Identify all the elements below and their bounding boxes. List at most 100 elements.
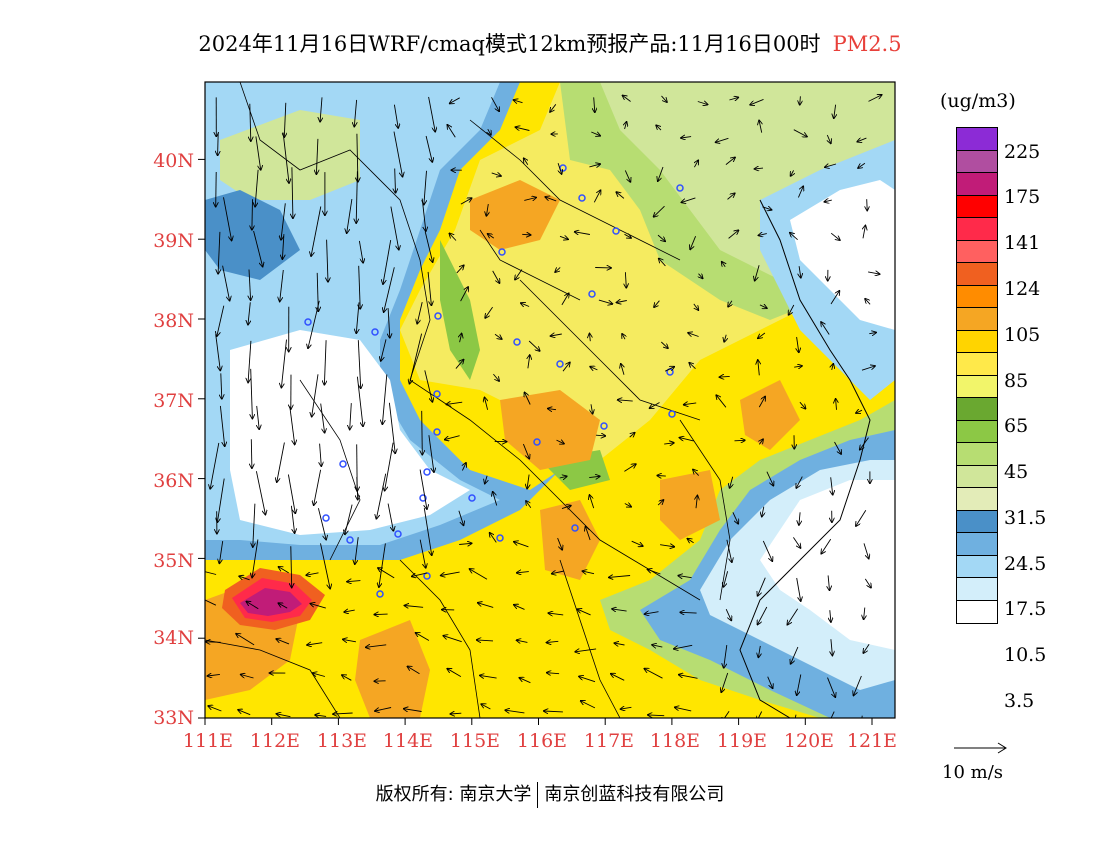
wind-arrow — [356, 302, 360, 333]
wind-arrow — [522, 234, 530, 235]
legend-swatch — [957, 420, 997, 443]
wind-arrow — [315, 715, 327, 717]
wind-arrow — [485, 398, 488, 410]
wind-arrow — [657, 500, 663, 506]
wind-arrow — [791, 646, 799, 664]
wind-arrow — [490, 533, 497, 543]
wind-arrow — [526, 501, 532, 508]
wind-arrow — [548, 409, 557, 410]
wind-arrow — [688, 539, 694, 543]
wind-arrow — [799, 266, 801, 278]
divider — [537, 782, 539, 808]
wind-arrow — [257, 405, 260, 429]
wind-arrow — [834, 441, 842, 454]
wind-arrow — [249, 269, 251, 301]
lon-label-120e: 120E — [783, 730, 835, 752]
legend-swatch — [957, 533, 997, 556]
legend-label: 17.5 — [1004, 598, 1047, 620]
wind-arrow — [758, 360, 760, 376]
wind-arrow — [441, 571, 460, 575]
wind-arrow — [316, 138, 318, 174]
wind-arrow — [417, 301, 423, 324]
wind-arrow — [416, 633, 430, 641]
wind-arrow — [342, 675, 352, 681]
wind-arrow — [358, 240, 363, 263]
wind-arrow — [210, 442, 220, 489]
wind-arrow — [591, 132, 600, 136]
wind-arrow — [524, 198, 536, 201]
title-main: 2024年11月16日WRF/cmaq模式12km预报产品:11月16日00时 — [198, 32, 821, 56]
wind-arrow — [864, 578, 871, 588]
wind-arrow — [310, 604, 326, 609]
wind-arrow — [345, 504, 353, 535]
axis-ticks — [198, 158, 873, 725]
org-chuanglan: 南京创蓝科技有限公司 — [544, 784, 725, 805]
legend-label: 105 — [1004, 324, 1041, 346]
wind-arrow — [675, 707, 692, 712]
wind-arrow — [863, 226, 865, 239]
wind-arrow — [277, 714, 291, 717]
wind-arrow — [357, 477, 358, 499]
wind-arrow — [832, 364, 834, 371]
wind-arrow — [314, 469, 322, 505]
wind-arrow — [488, 234, 495, 238]
map-title: 2024年11月16日WRF/cmaq模式12km预报产品:11月16日00时 P… — [0, 28, 1100, 58]
wind-arrow — [505, 710, 525, 713]
field-hotspot-core — [240, 588, 302, 616]
wind-arrow — [730, 476, 733, 488]
wind-arrow — [255, 169, 259, 207]
wind-arrow — [238, 710, 251, 716]
wind-arrow — [654, 205, 665, 217]
wind-arrow — [755, 168, 764, 169]
wind-arrow — [796, 476, 803, 488]
lon-label-121e: 121E — [846, 730, 898, 752]
wind-arrow — [255, 471, 265, 514]
wind-arrow — [799, 512, 800, 525]
wind-arrow — [650, 402, 660, 409]
wind-arrow — [758, 577, 766, 596]
wind-arrow — [758, 332, 766, 338]
wind-arrow — [648, 569, 661, 575]
lon-label-119e: 119E — [716, 730, 768, 752]
wind-arrow — [480, 675, 497, 678]
wind-arrow — [459, 543, 471, 544]
wind-arrow — [382, 374, 388, 425]
wind-arrow — [221, 373, 222, 398]
wind-arrow — [644, 669, 663, 679]
wind-arrow — [797, 674, 802, 696]
wind-arrow — [697, 102, 708, 105]
wind-arrow — [629, 433, 635, 437]
legend-swatch — [957, 308, 997, 331]
wind-arrow — [252, 199, 253, 229]
wind-arrow — [524, 158, 528, 165]
legend-swatch — [957, 443, 997, 466]
wind-arrow — [248, 302, 250, 324]
wind-arrow — [797, 186, 803, 198]
legend-units: (ug/m3) — [940, 90, 1016, 112]
wind-arrow — [219, 541, 224, 563]
wind-arrow — [287, 474, 295, 514]
wind-arrow — [355, 537, 359, 564]
wind-arrow — [556, 440, 564, 444]
wind-arrow — [291, 546, 292, 587]
wind-arrow — [250, 103, 251, 141]
lon-label-111e: 111E — [182, 730, 234, 752]
wind-arrow — [759, 234, 767, 236]
wind-arrow — [549, 613, 564, 615]
wind-arrow — [755, 265, 760, 280]
wind-arrow — [280, 269, 284, 301]
wind-arrow — [525, 393, 531, 405]
wind-arrow — [614, 643, 625, 645]
wind-arrow — [684, 403, 697, 405]
wind-arrow — [481, 704, 491, 710]
wind-arrow — [206, 642, 221, 643]
wind-arrow — [205, 571, 217, 575]
wind-arrow — [797, 336, 799, 352]
wind-arrow — [428, 96, 436, 132]
wind-arrow — [410, 333, 423, 384]
wind-arrow — [528, 340, 540, 351]
field-orange-2 — [500, 390, 600, 470]
wind-arrow — [767, 676, 773, 689]
wind-arrow — [387, 503, 393, 531]
wind-arrow — [860, 437, 869, 450]
